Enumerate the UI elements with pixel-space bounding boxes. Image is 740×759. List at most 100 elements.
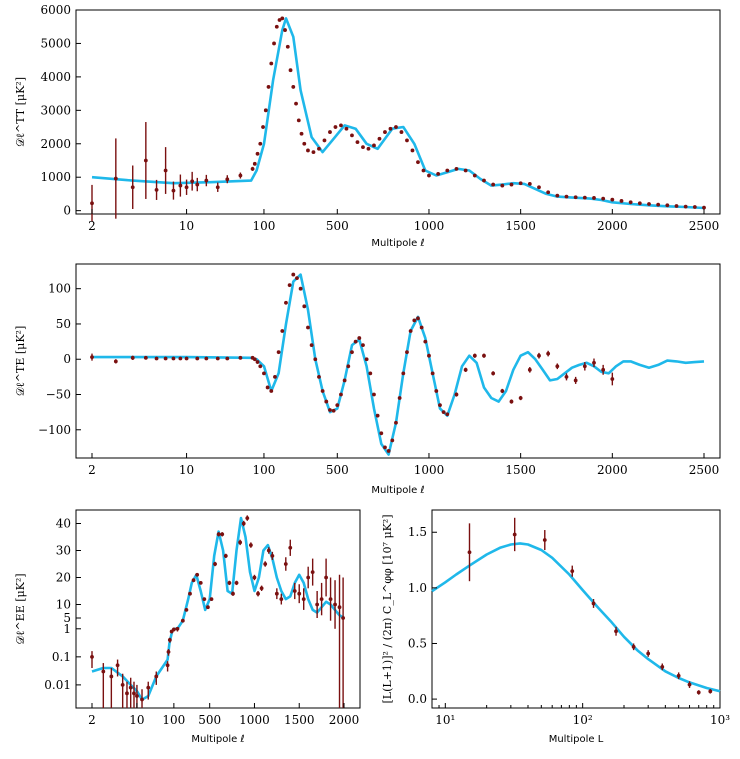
tt-data-point bbox=[573, 195, 578, 200]
tt-data-point bbox=[410, 148, 415, 153]
tt-point-marker bbox=[238, 173, 243, 178]
te-point-marker bbox=[258, 364, 263, 369]
tt-data-point bbox=[90, 184, 94, 222]
tt-data-point bbox=[555, 193, 560, 198]
tt-data-point bbox=[665, 203, 670, 208]
ee-data-point bbox=[252, 574, 257, 581]
te-data-point bbox=[397, 396, 402, 400]
ee-point-marker bbox=[154, 674, 159, 679]
ee-plot-frame bbox=[75, 509, 361, 709]
tt-ytick-label: 5000 bbox=[40, 36, 71, 50]
tt-point-marker bbox=[436, 171, 441, 176]
te-data-point bbox=[317, 374, 321, 379]
te-data-point bbox=[331, 408, 336, 413]
ee-data-point bbox=[125, 681, 129, 708]
ee-point-marker bbox=[245, 516, 250, 520]
ee-data-point bbox=[205, 605, 210, 610]
te-point-marker bbox=[500, 389, 505, 393]
ee-data-point bbox=[292, 582, 297, 600]
lensing-model-curve bbox=[431, 542, 721, 693]
tt-y-axis-label: 𝒟ℓ^TT [μK²] bbox=[14, 77, 27, 147]
tt-point-marker bbox=[322, 138, 327, 143]
te-data-point bbox=[472, 353, 477, 358]
tt-point-marker bbox=[427, 173, 431, 178]
tt-point-marker bbox=[692, 205, 697, 209]
tt-xtick-label: 10 bbox=[179, 219, 194, 233]
lensing-point-marker bbox=[676, 673, 681, 678]
te-point-marker bbox=[357, 336, 362, 340]
ee-point-marker bbox=[146, 685, 151, 690]
ee-data-point bbox=[263, 561, 268, 567]
ee-point-marker bbox=[292, 589, 297, 593]
ee-point-marker bbox=[274, 591, 279, 596]
tt-point-marker bbox=[296, 118, 301, 123]
lensing-data-point bbox=[614, 626, 618, 636]
tt-point-marker bbox=[445, 168, 450, 173]
te-data-point bbox=[364, 357, 369, 362]
tt-point-marker bbox=[269, 61, 274, 66]
lensing-point-marker bbox=[614, 629, 618, 634]
te-data-point bbox=[582, 362, 587, 371]
tt-point-marker bbox=[266, 85, 271, 89]
lensing-data-points bbox=[467, 517, 713, 695]
tt-point-marker bbox=[482, 178, 486, 183]
lensing-point-marker bbox=[542, 538, 547, 542]
ee-point-marker bbox=[165, 663, 170, 668]
te-data-point bbox=[527, 366, 532, 373]
te-point-marker bbox=[324, 399, 329, 404]
te-x-axis-label: Multipole ℓ bbox=[371, 485, 424, 496]
tt-point-marker bbox=[328, 130, 332, 134]
te-ytick-label: 50 bbox=[56, 317, 71, 331]
ee-point-marker bbox=[238, 540, 243, 545]
ee-xtick-label: 1500 bbox=[284, 713, 315, 727]
ee-xtick-label: 10 bbox=[129, 713, 144, 727]
tt-point-marker bbox=[637, 201, 642, 206]
tt-point-marker bbox=[601, 196, 606, 201]
te-point-marker bbox=[394, 420, 398, 425]
te-point-marker bbox=[379, 431, 384, 436]
tt-xtick-label: 2500 bbox=[689, 219, 720, 233]
te-data-point bbox=[386, 449, 391, 453]
lensing-ytick-label: 0.0 bbox=[408, 692, 427, 706]
te-xtick-label: 2 bbox=[88, 463, 96, 477]
te-data-point bbox=[482, 353, 486, 358]
te-xtick-label: 10 bbox=[179, 463, 194, 477]
te-data-point bbox=[405, 350, 409, 355]
tt-data-point bbox=[291, 85, 296, 89]
te-data-point bbox=[225, 356, 230, 361]
te-point-marker bbox=[582, 364, 587, 369]
te-point-marker bbox=[317, 374, 321, 379]
tt-data-point bbox=[163, 147, 168, 194]
lensing-xtick-label: 10³ bbox=[710, 713, 730, 727]
te-data-point bbox=[313, 357, 318, 362]
tt-data-point bbox=[225, 175, 230, 184]
lensing-data-point bbox=[676, 672, 681, 680]
tt-data-point bbox=[564, 194, 569, 199]
tt-point-marker bbox=[573, 195, 578, 200]
te-point-marker bbox=[178, 356, 183, 361]
te-point-marker bbox=[195, 356, 200, 361]
te-point-marker bbox=[342, 378, 347, 383]
te-data-point bbox=[491, 371, 496, 376]
ee-xtick-label: 500 bbox=[198, 713, 221, 727]
ee-ytick-label: 0.01 bbox=[44, 678, 71, 692]
ee-data-point bbox=[241, 520, 246, 527]
te-point-marker bbox=[273, 374, 277, 379]
te-point-marker bbox=[262, 371, 266, 376]
ee-xtick-label: 2 bbox=[88, 713, 96, 727]
ee-data-point bbox=[120, 673, 125, 708]
te-data-point bbox=[252, 357, 257, 362]
tt-xtick-label: 1500 bbox=[505, 219, 536, 233]
lensing-data-point bbox=[467, 523, 472, 582]
lensing-data-point bbox=[696, 690, 701, 695]
te-data-point bbox=[215, 356, 220, 361]
ee-point-marker bbox=[252, 575, 257, 580]
ee-ytick-label: 40 bbox=[56, 517, 71, 531]
te-point-marker bbox=[601, 367, 606, 372]
te-point-marker bbox=[401, 371, 406, 376]
ee-point-marker bbox=[188, 591, 192, 596]
te-data-point bbox=[463, 367, 468, 372]
te-point-marker bbox=[427, 353, 431, 358]
ee-point-marker bbox=[341, 616, 346, 620]
tt-model-line bbox=[91, 17, 705, 210]
